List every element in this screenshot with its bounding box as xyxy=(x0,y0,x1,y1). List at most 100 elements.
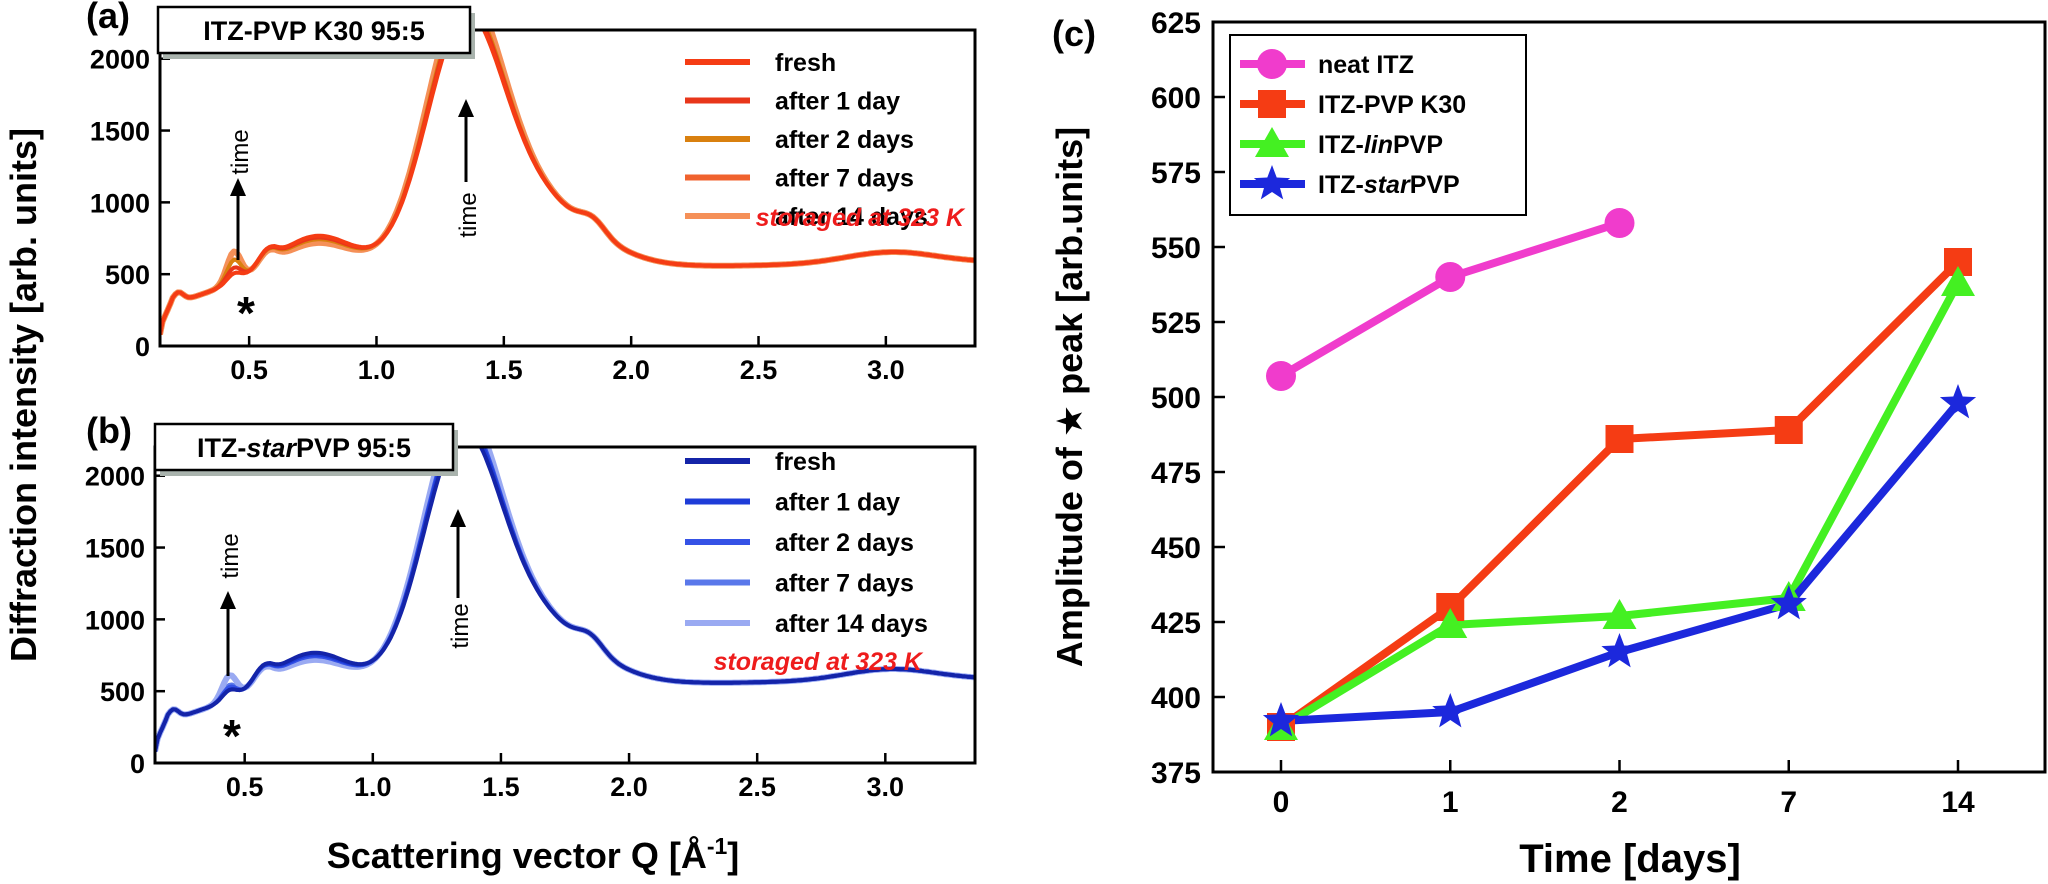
panel-c-legend-label-3-part-2: PVP xyxy=(1410,171,1460,199)
panel-c-ylabel: Amplitude of ★ peak [arb.units] xyxy=(1049,127,1090,667)
panel-b-time-arrow-left: time xyxy=(217,533,244,676)
panel-c-xtick-label-0: 0 xyxy=(1273,786,1290,819)
panel-c-ytick-label-4: 475 xyxy=(1151,457,1201,490)
panel-c-ylabel-suffix: peak [arb.units] xyxy=(1049,127,1090,405)
panel-c-legend-marker-2 xyxy=(1255,127,1289,157)
panel-a-legend-label-0: fresh xyxy=(775,49,836,77)
panel-a-xtick-label-1: 1.0 xyxy=(358,355,396,385)
panel-c-xtick-label-3: 7 xyxy=(1780,786,1797,819)
panel-c-label: (c) xyxy=(1052,13,1096,54)
panel-b-ytick-label-3: 1500 xyxy=(85,534,145,564)
panel-a-curves xyxy=(160,30,975,336)
panel-b-title-box: ITZ-starPVP 95:5 xyxy=(153,422,458,476)
panel-b-curve-0 xyxy=(155,447,975,752)
panel-c-legend-label-1: ITZ-PVP K30 xyxy=(1318,91,1466,119)
panel-c-ytick-label-6: 525 xyxy=(1151,307,1201,340)
panel-b-star-annotation: * xyxy=(223,710,241,762)
panel-c-legend-label-2-part-1: lin xyxy=(1364,131,1393,159)
panel-c-legend-label-2-part-2: PVP xyxy=(1393,131,1443,159)
panel-b-label: (b) xyxy=(86,410,132,451)
panel-c-ticks: 0 1 2 7 14 375 400 425 450 475 500 525 550 575 600 625 xyxy=(1151,7,1975,819)
panel-c-legend-label-1-part-0: ITZ-PVP K30 xyxy=(1318,91,1466,119)
panel-b-time-label-right: time xyxy=(447,603,474,648)
panel-c-ytick-label-2: 425 xyxy=(1151,607,1201,640)
panel-b-ytick-label-1: 500 xyxy=(100,677,145,707)
panel-c-legend-label-2-part-0: ITZ- xyxy=(1318,131,1364,159)
panel-c-legend-label-3-part-1: star xyxy=(1364,171,1411,199)
panel-c-point-3-4 xyxy=(1939,384,1977,419)
panel-b-xtick-label-1: 1.0 xyxy=(354,772,392,802)
panel-b-xtick-label-4: 2.5 xyxy=(738,772,776,802)
panel-c-ylabel-star: ★ xyxy=(1049,405,1090,437)
panel-b-legend-label-3: after 7 days xyxy=(775,570,914,598)
panel-b-xtick-label-2: 1.5 xyxy=(482,772,520,802)
panel-a-legend-label-1: after 1 day xyxy=(775,88,900,116)
panel-a-star-annotation: * xyxy=(237,287,255,339)
panel-a-storage-note: storaged at 323 K xyxy=(756,204,966,232)
panel-c-ytick-label-8: 575 xyxy=(1151,157,1201,190)
panel-b-legend-label-0: fresh xyxy=(775,448,836,476)
panel-c-legend-label-0-part-0: neat ITZ xyxy=(1318,51,1414,79)
panel-c-ytick-label-10: 625 xyxy=(1151,7,1201,40)
panel-a-xtick-label-2: 1.5 xyxy=(485,355,523,385)
panel-c-xlabel: Time [days] xyxy=(1519,837,1741,881)
panel-b-title-suffix: PVP 95:5 xyxy=(296,433,411,463)
panel-c-point-3-0 xyxy=(1262,702,1300,737)
panel-a-legend: fresh after 1 day after 2 days after 7 days… xyxy=(685,49,928,231)
panel-b-time-label-left: time xyxy=(217,533,244,578)
panel-c-point-3-1 xyxy=(1432,693,1469,728)
panel-a-curve-0 xyxy=(160,30,975,335)
panel-c-legend-label-0: neat ITZ xyxy=(1318,51,1414,79)
panel-a-ytick-label-2: 1000 xyxy=(90,188,150,218)
panel-c-ylabel-prefix: Amplitude of xyxy=(1049,437,1090,667)
panel-a-ticks: 0.5 1.0 1.5 2.0 2.5 3.0 0 500 1000 1500 2000 xyxy=(90,45,905,385)
panel-c-lines xyxy=(1262,208,1977,741)
panel-a-time-arrow-left: time xyxy=(227,129,254,260)
panel-c-xtick-label-2: 2 xyxy=(1611,786,1628,819)
panel-c-legend-label-3-part-0: ITZ- xyxy=(1318,171,1364,199)
panel-c-point-1-2 xyxy=(1605,425,1634,453)
panel-a-ytick-label-1: 500 xyxy=(105,260,150,290)
panel-b-xtick-label-5: 3.0 xyxy=(867,772,905,802)
panel-b-title-italic: star xyxy=(246,433,297,463)
panel-c-legend-marker-1 xyxy=(1258,90,1286,118)
panel-b-title: ITZ-starPVP 95:5 xyxy=(197,433,411,463)
panel-c-ytick-label-5: 500 xyxy=(1151,382,1201,415)
panel-a-title-box: ITZ-PVP K30 95:5 xyxy=(156,5,475,59)
panel-b-ytick-label-0: 0 xyxy=(130,749,145,779)
panel-a-title: ITZ-PVP K30 95:5 xyxy=(203,16,425,46)
panel-a-time-arrow-right: time xyxy=(455,99,482,238)
panel-a-xtick-label-0: 0.5 xyxy=(230,355,268,385)
panel-b-storage-note: storaged at 323 K xyxy=(714,648,924,676)
panel-b-legend-label-1: after 1 day xyxy=(775,489,900,517)
panel-b-ytick-label-4: 2000 xyxy=(85,462,145,492)
panel-a-xtick-label-3: 2.0 xyxy=(612,355,650,385)
panel-b-legend-label-4: after 14 days xyxy=(775,610,928,638)
panel-a-ytick-label-4: 2000 xyxy=(90,45,150,75)
panel-c-ytick-label-1: 400 xyxy=(1151,682,1201,715)
panel-c-ytick-label-7: 550 xyxy=(1151,232,1201,265)
panel-a-legend-label-2: after 2 days xyxy=(775,126,914,154)
panel-c-point-2-2 xyxy=(1602,599,1637,629)
panel-c-point-2-4 xyxy=(1941,266,1975,296)
panel-c-xtick-label-4: 14 xyxy=(1941,786,1975,819)
panel-a-label: (a) xyxy=(86,0,130,36)
panel-c-legend-marker-3 xyxy=(1253,165,1291,200)
panel-b-xtick-label-3: 2.0 xyxy=(610,772,648,802)
panel-ab-xlabel-main: Scattering vector Q [Å xyxy=(327,835,707,876)
panel-b-ytick-label-2: 1000 xyxy=(85,605,145,635)
panel-c-point-3-2 xyxy=(1601,633,1638,668)
panel-b-title-prefix: ITZ- xyxy=(197,433,246,463)
panel-c-point-0-0 xyxy=(1266,361,1296,391)
panel-b: 0.5 1.0 1.5 2.0 2.5 3.0 0 500 1000 1500 2000 fresh… xyxy=(85,410,977,802)
panel-a-xtick-label-5: 3.0 xyxy=(867,355,905,385)
panel-c-point-2-1 xyxy=(1433,608,1468,638)
panel-c-ytick-label-9: 600 xyxy=(1151,82,1201,115)
panel-b-frame xyxy=(153,445,977,765)
panel-a-legend-label-4: after 14 days xyxy=(775,203,928,231)
panel-c-xtick-label-1: 1 xyxy=(1442,786,1459,819)
panel-c-point-3-3 xyxy=(1770,585,1807,620)
panel-c-point-1-3 xyxy=(1774,416,1803,444)
